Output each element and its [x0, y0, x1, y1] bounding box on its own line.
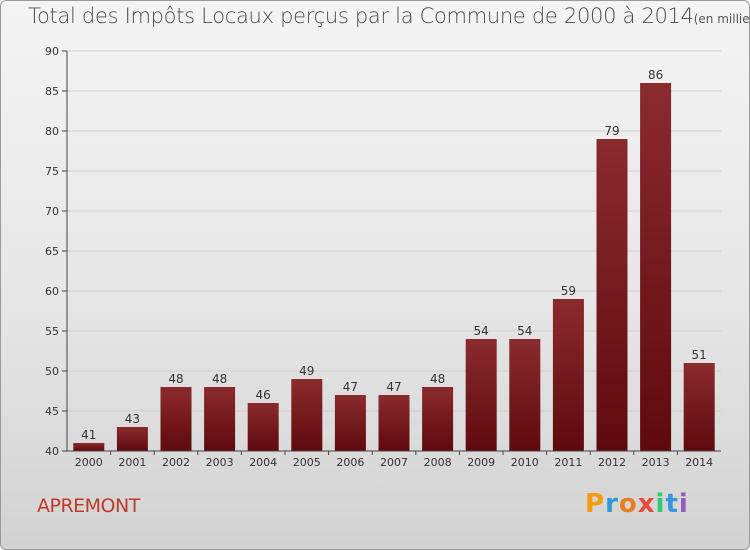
bar-value-label: 48: [212, 372, 227, 386]
x-tick-label: 2000: [75, 456, 103, 469]
bar[interactable]: [291, 379, 323, 451]
brand-letter: i: [655, 489, 666, 519]
y-tick-label: 50: [45, 365, 59, 378]
x-tick-label: 2002: [162, 456, 190, 469]
brand-letter: t: [665, 489, 679, 519]
y-tick-label: 65: [45, 245, 59, 258]
labels: 40 45 50 55 60 65 70 75 80 85 90 41 2000 43 2001 48 2002…: [45, 45, 713, 469]
chart-title: Total des Impôts Locaux perçus par la Co…: [28, 4, 694, 28]
y-tick-label: 45: [45, 405, 59, 418]
brand-letter: x: [637, 489, 656, 519]
x-tick-label: 2003: [206, 456, 234, 469]
bar-value-label: 86: [648, 68, 663, 82]
bar[interactable]: [422, 387, 454, 451]
bar-value-label: 48: [430, 372, 445, 386]
brand-letter: o: [618, 489, 638, 519]
commune-name: APREMONT: [37, 495, 140, 517]
bar-value-label: 54: [517, 324, 532, 338]
y-tick-label: 80: [45, 125, 59, 138]
bar[interactable]: [334, 395, 366, 451]
bar-value-label: 48: [168, 372, 183, 386]
y-tick-label: 75: [45, 165, 59, 178]
bar-value-label: 47: [386, 380, 401, 394]
x-tick-label: 2014: [685, 456, 713, 469]
bar-value-label: 51: [692, 348, 707, 362]
axes: [62, 50, 721, 455]
bar[interactable]: [552, 299, 584, 451]
x-tick-label: 2012: [598, 456, 626, 469]
y-tick-label: 40: [45, 445, 59, 458]
bar[interactable]: [465, 339, 497, 451]
bar[interactable]: [73, 443, 105, 451]
bar[interactable]: [378, 395, 410, 451]
bar-value-label: 54: [474, 324, 489, 338]
bar[interactable]: [247, 403, 279, 451]
bar-value-label: 49: [299, 364, 314, 378]
bar[interactable]: [640, 83, 672, 451]
y-tick-label: 85: [45, 85, 59, 98]
unit-label: (en milliers d'€): [693, 12, 750, 26]
bar[interactable]: [596, 139, 628, 451]
bar[interactable]: [116, 427, 148, 451]
bar-value-label: 43: [125, 412, 140, 426]
y-tick-label: 90: [45, 45, 59, 58]
y-tick-label: 60: [45, 285, 59, 298]
x-tick-label: 2001: [118, 456, 146, 469]
proxiti-logo[interactable]: Proxiti: [585, 489, 689, 519]
x-tick-label: 2007: [380, 456, 408, 469]
brand-letter: i: [678, 489, 689, 519]
y-tick-label: 55: [45, 325, 59, 338]
x-tick-label: 2008: [424, 456, 452, 469]
bar-value-label: 46: [256, 388, 271, 402]
bar-value-label: 47: [343, 380, 358, 394]
bar-value-label: 79: [604, 124, 619, 138]
bar[interactable]: [509, 339, 541, 451]
x-tick-label: 2005: [293, 456, 321, 469]
bars: [73, 83, 715, 451]
bar[interactable]: [160, 387, 192, 451]
brand-letter: P: [585, 489, 606, 519]
bar-value-label: 59: [561, 284, 576, 298]
brand-letter: r: [605, 489, 619, 519]
x-tick-label: 2006: [336, 456, 364, 469]
y-tick-label: 70: [45, 205, 59, 218]
x-tick-label: 2013: [642, 456, 670, 469]
bar[interactable]: [204, 387, 236, 451]
x-tick-label: 2010: [511, 456, 539, 469]
x-tick-label: 2009: [467, 456, 495, 469]
bar-value-label: 41: [81, 428, 96, 442]
x-tick-label: 2011: [554, 456, 582, 469]
x-tick-label: 2004: [249, 456, 277, 469]
title-row: Total des Impôts Locaux perçus par la Co…: [28, 4, 750, 28]
bar[interactable]: [683, 363, 715, 451]
